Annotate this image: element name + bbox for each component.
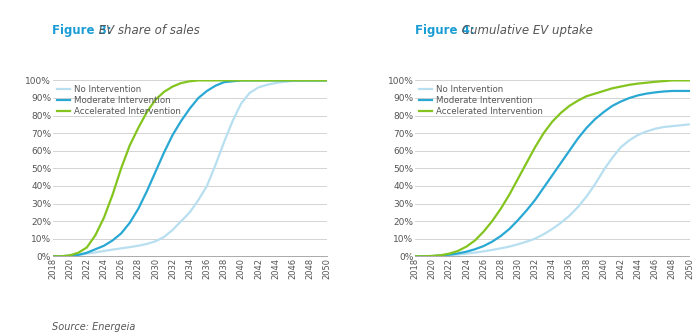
Text: Figure 3:: Figure 3: — [52, 24, 112, 37]
Text: Source: Energeia: Source: Energeia — [52, 322, 136, 332]
Text: Figure 4:: Figure 4: — [415, 24, 475, 37]
Legend: No Intervention, Moderate Intervention, Accelerated Intervention: No Intervention, Moderate Intervention, … — [57, 85, 181, 116]
Legend: No Intervention, Moderate Intervention, Accelerated Intervention: No Intervention, Moderate Intervention, … — [419, 85, 543, 116]
Text: Cumulative EV uptake: Cumulative EV uptake — [458, 24, 593, 37]
Text: EV share of sales: EV share of sales — [95, 24, 200, 37]
